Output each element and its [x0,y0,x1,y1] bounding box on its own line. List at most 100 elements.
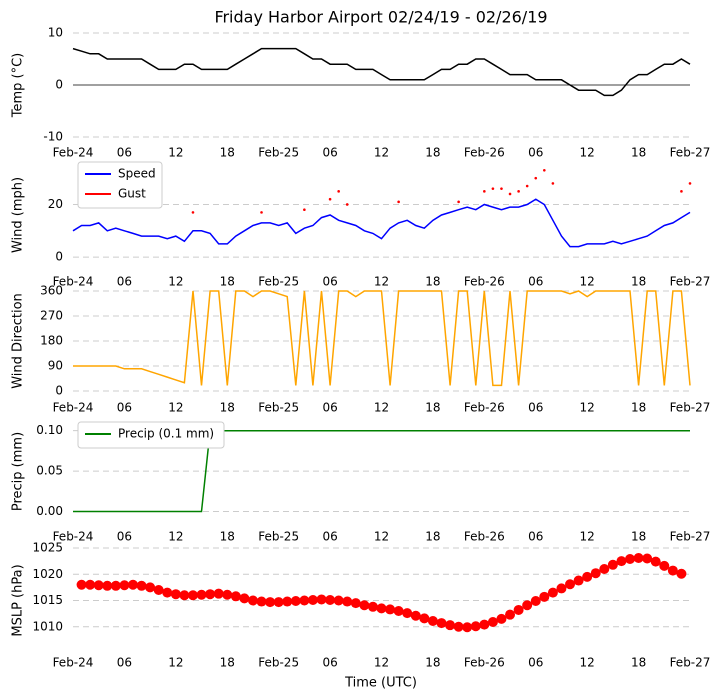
x-tick-label: Feb-26 [464,530,505,544]
data-point [247,595,258,606]
data-point [534,176,538,180]
x-tick-label: 18 [631,275,646,289]
x-tick-label: Feb-24 [53,530,94,544]
x-tick-label: 18 [631,530,646,544]
x-tick-label: 18 [631,146,646,160]
x-tick-label: 06 [117,275,132,289]
y-tick-label: 0.00 [36,504,63,518]
y-axis-label: Wind Direction [11,293,26,389]
data-point [162,587,173,598]
y-tick-label: 10 [48,26,63,40]
data-point [325,594,336,605]
x-tick-label: 18 [220,401,235,415]
x-tick-label: Feb-24 [53,275,94,289]
x-tick-label: 06 [528,656,543,670]
x-tick-label: Feb-25 [258,530,299,544]
data-point [590,568,601,579]
data-point [376,603,387,614]
x-tick-label: Feb-27 [670,656,711,670]
data-point [688,182,692,185]
data-point [508,192,512,196]
data-point [397,200,400,204]
data-point [500,187,503,190]
y-axis-label: Wind (mph) [11,177,26,253]
data-point [462,622,473,633]
data-point [230,591,241,602]
data-point [650,556,661,567]
x-tick-label: Feb-24 [53,401,94,415]
y-tick-label: 1025 [32,541,63,555]
x-tick-label: 12 [580,530,595,544]
data-point [525,184,529,188]
data-point [680,190,683,193]
y-tick-label: 0 [55,384,63,398]
data-point [479,619,490,630]
x-tick-label: Feb-25 [258,275,299,289]
y-tick-label: 1010 [32,619,63,633]
x-tick-label: 12 [374,530,389,544]
x-tick-label: 12 [374,656,389,670]
data-point [402,608,413,619]
data-point [427,615,438,626]
legend-box [77,421,225,449]
x-tick-label: 06 [528,146,543,160]
data-point [359,600,370,611]
x-tick-label: 18 [425,656,440,670]
data-point [342,596,353,607]
data-point [76,579,87,590]
data-point [222,589,233,600]
x-tick-label: 18 [631,401,646,415]
data-point [307,594,318,605]
legend-label: Gust [118,187,146,201]
x-tick-label: 12 [168,275,183,289]
data-point [676,568,687,579]
data-point [145,582,156,593]
x-tick-label: 06 [528,530,543,544]
data-point [410,610,421,621]
x-tick-label: Feb-24 [53,146,94,160]
series-line [72,47,691,97]
x-tick-label: 06 [322,530,337,544]
x-tick-label: 18 [220,530,235,544]
data-point [633,552,644,563]
y-tick-label: 180 [40,334,63,348]
data-point [345,203,349,206]
x-tick-label: 06 [117,656,132,670]
data-point [110,580,121,591]
x-tick-label: 18 [220,275,235,289]
data-point [170,589,181,600]
x-tick-label: Feb-26 [464,401,505,415]
data-point [337,190,340,193]
x-tick-label: Feb-25 [258,146,299,160]
x-tick-label: Feb-27 [670,530,711,544]
x-tick-label: Feb-27 [670,146,711,160]
data-point [491,187,495,190]
data-point [93,580,104,591]
data-point [260,211,263,214]
y-tick-label: 0 [55,250,63,264]
y-tick-label: 90 [48,359,63,373]
x-tick-label: 12 [580,656,595,670]
x-tick-label: Feb-25 [258,656,299,670]
x-tick-label: 18 [220,146,235,160]
data-point [487,617,498,628]
x-tick-label: 12 [168,656,183,670]
x-tick-label: 12 [374,275,389,289]
data-point [239,593,250,604]
x-tick-label: 06 [528,275,543,289]
x-tick-label: 12 [580,275,595,289]
y-tick-label: -10 [43,130,63,144]
data-point [196,589,207,600]
data-point [483,190,486,193]
data-point [213,588,224,599]
legend-label: Precip (0.1 mm) [118,427,214,441]
y-tick-label: 360 [40,284,63,298]
data-point [667,565,678,576]
data-point [333,595,344,606]
x-tick-label: 06 [528,401,543,415]
x-tick-label: 18 [425,401,440,415]
data-point [385,604,396,615]
x-tick-label: 12 [168,146,183,160]
data-point [551,182,555,185]
y-tick-label: 270 [40,309,63,323]
